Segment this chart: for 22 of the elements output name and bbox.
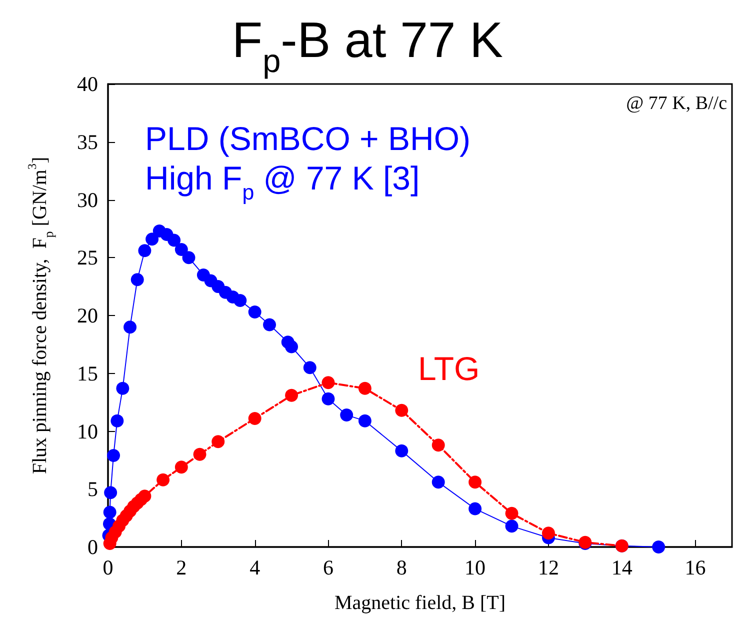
x-tick-label: 4 (250, 556, 261, 580)
annotation: @ 77 K, B//c (626, 93, 728, 114)
y-axis-title: Flux pinning force density, Fp [GN/m3] (25, 156, 56, 474)
y-tick-label: 5 (88, 477, 98, 502)
x-tick-label: 8 (396, 556, 407, 580)
y-tick-label: 10 (77, 419, 98, 444)
y-tick-label: 30 (77, 188, 98, 212)
x-tick-label: 16 (684, 556, 706, 580)
y-tick-label: 25 (77, 246, 98, 270)
x-tick-label: 2 (176, 556, 187, 580)
y-tick-label: 20 (77, 304, 98, 328)
x-tick-label: 12 (538, 556, 559, 580)
series-label: LTG (418, 350, 480, 387)
x-tick-label: 0 (102, 556, 114, 580)
x-axis-title: Magnetic field, B [T] (334, 592, 506, 614)
y-tick-label: 0 (88, 535, 98, 559)
x-tick-label: 14 (611, 556, 633, 580)
x-tick-label: 10 (464, 556, 486, 580)
y-tick-label: 40 (77, 72, 98, 96)
y-tick-label: 35 (77, 130, 98, 154)
x-tick-label: 6 (322, 556, 334, 580)
y-tick-label: 15 (77, 361, 98, 386)
